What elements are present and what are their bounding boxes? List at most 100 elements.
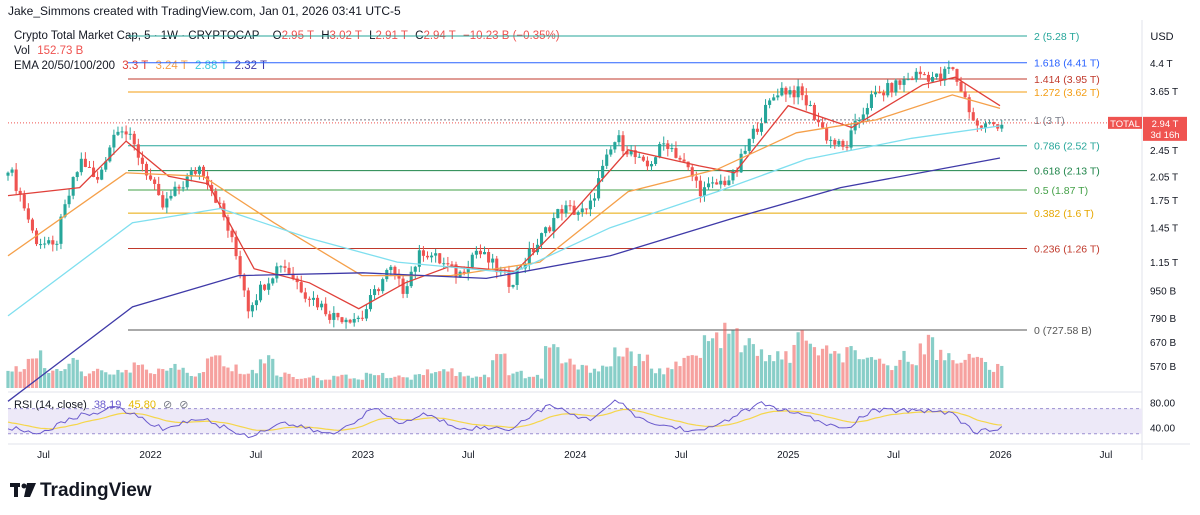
candle-body (234, 237, 238, 257)
candle-body (356, 317, 360, 319)
volume-bar (755, 355, 760, 388)
volume-bar (792, 344, 796, 388)
volume-bar (601, 365, 605, 388)
volume-bar (503, 353, 507, 388)
volume-bar (75, 359, 79, 388)
volume-bar (906, 361, 910, 388)
candle-body (39, 244, 43, 246)
candle-body (967, 97, 971, 113)
volume-bar (996, 363, 1000, 388)
volume-bar (340, 374, 344, 388)
volume-bar (238, 373, 242, 388)
candle-body (67, 195, 71, 205)
volume-bar (959, 362, 963, 388)
candle-body (140, 157, 144, 164)
x-tick-label: 2022 (139, 450, 162, 461)
rsi-legend[interactable]: RSI (14, close) 38.19 45.80 ⊘ ⊘ (14, 398, 193, 411)
volume-bar (421, 375, 426, 388)
candle-body (804, 95, 808, 106)
volume-bar (658, 368, 662, 388)
candle-body (218, 202, 222, 204)
candle-body (898, 80, 902, 85)
x-tick-label: Jul (37, 450, 50, 461)
candle-body (739, 153, 743, 173)
volume-bar (849, 346, 853, 388)
volume-bar (409, 379, 413, 388)
y-tick-label: 1.45 T (1150, 224, 1178, 235)
candle-body (686, 161, 690, 168)
candle-body (540, 233, 544, 245)
volume-bar (645, 354, 650, 388)
candle-body (906, 79, 910, 81)
volume-bar (873, 359, 878, 388)
volume-bar (967, 353, 971, 388)
volume-bar (254, 373, 259, 388)
volume-legend[interactable]: Vol 152.73 B (14, 45, 87, 57)
candle-body (621, 135, 625, 152)
candle-body (157, 183, 161, 196)
candle-body (87, 166, 91, 168)
candle-body (474, 250, 478, 255)
volume-bar (242, 374, 246, 388)
volume-bar (784, 351, 788, 388)
candle-body (625, 151, 629, 155)
candle-body (947, 67, 951, 69)
candle-body (955, 69, 959, 82)
candle-body (910, 79, 914, 81)
candle-body (352, 318, 356, 323)
candle-body (491, 258, 495, 263)
candle-body (478, 250, 482, 255)
y-tick-label: 1.75 T (1150, 196, 1178, 207)
candle-body (417, 250, 421, 267)
candle-body (833, 139, 837, 145)
candle-body (764, 104, 768, 124)
candle-body (580, 208, 584, 213)
volume-bar (324, 379, 328, 388)
candle-body (100, 169, 104, 180)
volume-bar (580, 364, 584, 388)
volume-bar (299, 378, 303, 388)
volume-bar (275, 375, 279, 388)
candle-body (825, 127, 829, 141)
volume-bar (926, 334, 931, 388)
candle-body (715, 182, 719, 185)
candle-body (43, 243, 47, 245)
price-tag-name: TOTAL (1110, 119, 1140, 130)
candle-body (348, 319, 352, 323)
volume-bar (564, 362, 568, 388)
candle-body (552, 217, 556, 232)
rsi-visibility-icon[interactable]: ⊘ (163, 399, 173, 411)
volume-bar (951, 360, 955, 388)
volume-bar (588, 372, 593, 388)
volume-bar (841, 362, 845, 388)
candle-body (283, 266, 287, 268)
fib-level-label: 0.786 (2.52 T) (1034, 141, 1100, 153)
volume-bar (136, 365, 140, 388)
volume-bar (495, 353, 499, 388)
fib-level-label: 1.414 (3.95 T) (1034, 74, 1100, 86)
volume-bar (372, 375, 377, 388)
candle-body (560, 209, 564, 214)
candle-body (613, 142, 617, 150)
candle-body (79, 158, 83, 173)
volume-bar (943, 360, 947, 388)
candle-body (263, 284, 267, 290)
volume-bar (201, 371, 206, 388)
volume-bar (560, 363, 564, 388)
candle-body (682, 159, 686, 162)
volume-bar (222, 366, 226, 388)
candle-body (303, 292, 307, 299)
candle-body (206, 176, 210, 185)
candle-body (662, 143, 666, 145)
rsi-settings-icon[interactable]: ⊘ (179, 399, 189, 411)
fib-level-label: 1.618 (4.41 T) (1034, 58, 1100, 70)
candle-body (845, 146, 849, 148)
candle-body (258, 284, 263, 301)
candle-body (116, 131, 120, 135)
candle-body (75, 172, 79, 178)
candle-body (59, 216, 63, 244)
candle-body (564, 205, 568, 214)
volume-bar (230, 371, 234, 388)
volume-bar (63, 369, 67, 388)
